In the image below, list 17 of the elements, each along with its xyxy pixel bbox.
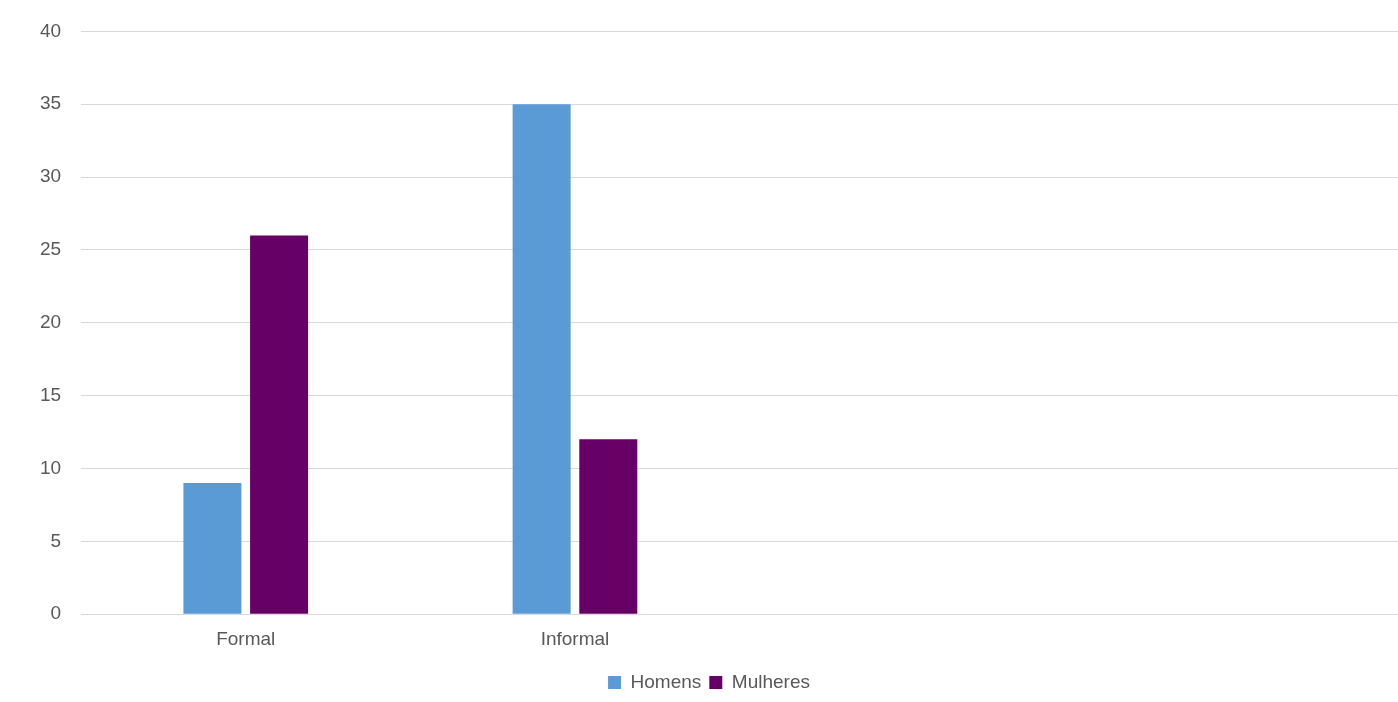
y-tick-label: 40 xyxy=(39,19,62,41)
y-tick-label: 20 xyxy=(39,311,62,333)
x-tick-label: Informal xyxy=(540,627,610,649)
x-tick-label: Formal xyxy=(216,627,276,649)
legend-label: Homens xyxy=(630,670,702,692)
y-tick-label: 10 xyxy=(39,456,62,478)
y-tick-label: 5 xyxy=(50,529,62,551)
y-tick-label: 15 xyxy=(39,383,62,405)
y-tick-label: 30 xyxy=(39,165,62,187)
y-tick-label: 25 xyxy=(39,238,62,260)
legend-label: Mulheres xyxy=(731,670,810,692)
bar xyxy=(579,439,638,614)
y-tick-label: 35 xyxy=(39,92,62,114)
bar xyxy=(250,235,309,614)
y-tick-label: 0 xyxy=(50,602,62,624)
bar xyxy=(183,483,242,614)
bar xyxy=(512,104,571,614)
